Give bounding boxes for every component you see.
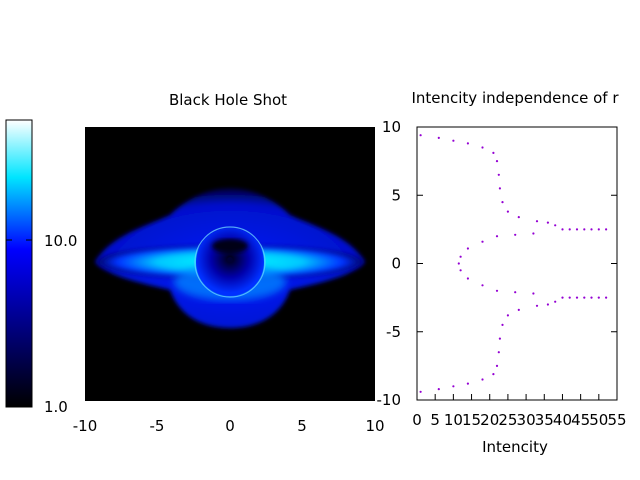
data-point: [605, 296, 608, 299]
data-point: [535, 304, 539, 307]
data-point: [506, 210, 509, 213]
y-tick-label: 10: [382, 118, 401, 136]
data-point: [517, 308, 520, 311]
data-point: [501, 201, 504, 204]
x-tick-label: 0: [412, 411, 422, 429]
x-tick-label: 40: [553, 411, 572, 429]
data-point: [452, 139, 455, 142]
data-point: [497, 351, 500, 354]
heatmap-image: [85, 127, 375, 401]
data-point: [492, 373, 495, 376]
x-tick-label: 5: [297, 417, 307, 435]
y-tick-label: -5: [386, 323, 401, 341]
data-point: [457, 262, 460, 265]
profile-x-axis: 0 5 10 15 20 25 30 35 40 45 50 55: [412, 394, 627, 429]
data-point: [481, 146, 484, 149]
data-point: [546, 221, 550, 224]
data-point: [514, 233, 517, 236]
data-point: [495, 364, 499, 367]
x-tick-label: 10: [444, 411, 463, 429]
data-point: [561, 296, 564, 299]
heatmap-title: Black Hole Shot: [169, 91, 287, 109]
data-point: [532, 292, 535, 295]
colorbar: 10.0 1.0: [5, 119, 77, 416]
profile-frame: [416, 126, 618, 401]
data-point: [481, 240, 484, 243]
data-point: [466, 277, 469, 280]
data-point: [590, 228, 593, 231]
data-point: [583, 228, 586, 231]
data-point: [497, 173, 500, 176]
data-point: [561, 228, 564, 231]
data-point: [492, 151, 495, 154]
data-point: [514, 291, 517, 294]
data-point: [501, 323, 504, 326]
data-point: [466, 247, 469, 250]
profile-series: [419, 134, 608, 393]
data-point: [466, 382, 469, 385]
data-point: [437, 388, 440, 391]
y-tick-label: 0: [391, 255, 401, 273]
data-point: [568, 296, 571, 299]
data-point: [583, 296, 586, 299]
data-point: [466, 142, 469, 145]
data-point: [597, 296, 600, 299]
x-tick-label: 5: [430, 411, 440, 429]
data-point: [419, 390, 422, 393]
data-point: [498, 187, 501, 190]
x-tick-label: 15: [462, 411, 481, 429]
data-point: [554, 300, 557, 303]
colorbar-gradient: [5, 119, 33, 408]
data-point: [590, 296, 593, 299]
center-dot: [227, 257, 233, 263]
x-tick-label: 30: [517, 411, 536, 429]
data-point: [481, 284, 484, 287]
x-tick-label: 50: [589, 411, 608, 429]
data-point: [535, 220, 539, 223]
x-tick-label: 20: [480, 411, 499, 429]
data-point: [498, 337, 501, 340]
data-point: [495, 289, 499, 292]
data-point: [495, 235, 499, 238]
heatmap-x-axis: -10 -5 0 5 10: [73, 417, 385, 435]
data-point: [605, 228, 608, 231]
data-point: [459, 269, 462, 272]
colorbar-tick-label: 1.0: [44, 398, 68, 416]
photon-ring: [194, 226, 266, 298]
data-point: [452, 385, 455, 388]
data-point: [459, 255, 462, 258]
x-tick-label: -10: [73, 417, 98, 435]
data-point: [575, 296, 579, 299]
x-tick-label: 0: [225, 417, 235, 435]
y-tick-label: 5: [391, 186, 401, 204]
data-point: [506, 314, 509, 317]
profile-title: Intencity independence of r: [411, 89, 619, 107]
profile-y-axis: 10 5 0 -5 -10: [377, 118, 617, 409]
data-point: [517, 216, 520, 219]
x-tick-label: 35: [535, 411, 554, 429]
x-tick-label: 45: [571, 411, 590, 429]
colorbar-tick-label: 10.0: [44, 232, 77, 250]
data-point: [597, 228, 600, 231]
data-point: [495, 160, 499, 163]
x-tick-label: -5: [150, 417, 165, 435]
x-tick-label: 10: [365, 417, 384, 435]
data-point: [437, 136, 440, 139]
data-point: [481, 378, 484, 381]
data-point: [546, 303, 550, 306]
x-tick-label: 25: [498, 411, 517, 429]
data-point: [419, 134, 422, 137]
data-point: [568, 228, 571, 231]
profile-x-axis-label: Intencity: [482, 438, 548, 456]
data-point: [554, 224, 557, 227]
y-tick-label: -10: [377, 391, 402, 409]
shadow-core: [212, 239, 248, 253]
data-point: [532, 232, 535, 235]
data-point: [575, 228, 579, 231]
x-tick-label: 55: [607, 411, 626, 429]
